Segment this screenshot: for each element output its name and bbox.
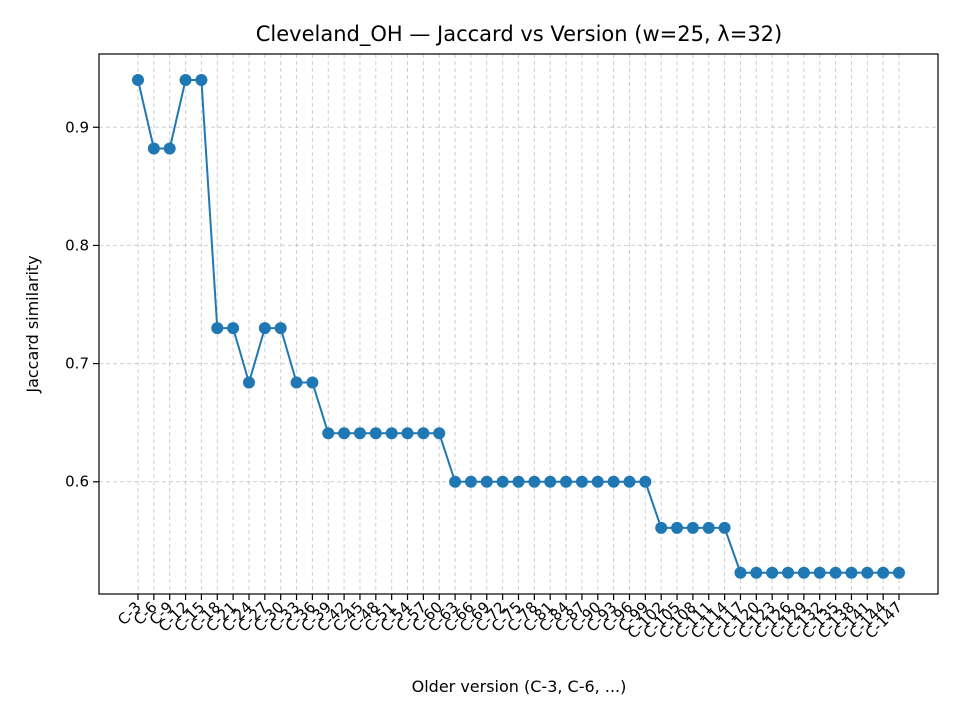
data-point (242, 376, 255, 389)
data-point (718, 521, 731, 534)
data-point (702, 521, 715, 534)
data-point (449, 475, 462, 488)
y-tick-label: 0.8 (65, 236, 89, 254)
data-point (782, 566, 795, 579)
data-point (766, 566, 779, 579)
data-point (227, 322, 240, 335)
y-tick-label: 0.7 (65, 355, 89, 373)
data-point (322, 427, 335, 440)
data-point (433, 427, 446, 440)
data-point (734, 566, 747, 579)
data-point (829, 566, 842, 579)
chart-title: Cleveland_OH — Jaccard vs Version (w=25,… (256, 22, 783, 47)
data-point (655, 521, 668, 534)
y-tick-label: 0.6 (65, 473, 89, 491)
data-point (591, 475, 604, 488)
data-point (893, 566, 905, 579)
data-point (132, 73, 144, 86)
data-point (560, 475, 573, 488)
data-point (623, 475, 636, 488)
data-point (385, 427, 398, 440)
data-point (813, 566, 826, 579)
data-point (147, 142, 160, 155)
data-point (877, 566, 890, 579)
data-point (163, 142, 176, 155)
data-point (512, 475, 525, 488)
data-point (575, 475, 588, 488)
y-axis-label: Jaccard similarity (23, 255, 42, 393)
x-axis-label: Older version (C-3, C-6, ...) (412, 677, 627, 696)
data-point (179, 73, 192, 86)
data-point (274, 322, 287, 335)
data-point (750, 566, 763, 579)
data-point (861, 566, 874, 579)
data-point (845, 566, 858, 579)
data-point (195, 73, 208, 86)
data-point (671, 521, 684, 534)
data-point (290, 376, 303, 389)
data-point (258, 322, 271, 335)
data-point (686, 521, 699, 534)
data-point (464, 475, 477, 488)
series-layer (132, 73, 905, 579)
data-point (338, 427, 351, 440)
data-point (797, 566, 810, 579)
data-point (306, 376, 319, 389)
grid-layer (99, 54, 938, 594)
data-point (211, 322, 224, 335)
data-point (544, 475, 557, 488)
data-point (369, 427, 382, 440)
data-point (607, 475, 620, 488)
data-point (639, 475, 652, 488)
data-point (353, 427, 366, 440)
data-point (480, 475, 493, 488)
data-point (417, 427, 430, 440)
data-point (401, 427, 414, 440)
x-axis-ticks: C-3C-6C-9C-12C-15C-18C-21C-24C-27C-30C-3… (114, 594, 906, 642)
data-point (528, 475, 541, 488)
y-axis-ticks: 0.6 0.7 0.8 0.9 (65, 118, 99, 491)
y-tick-label: 0.9 (65, 118, 89, 136)
data-point (496, 475, 509, 488)
